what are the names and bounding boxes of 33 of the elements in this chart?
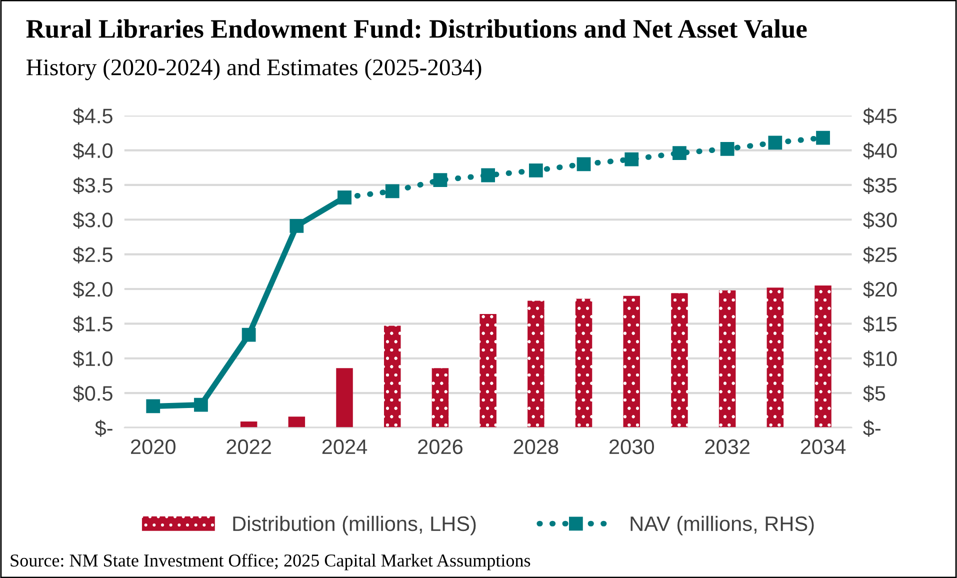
- y2-tick-label: $35: [863, 177, 897, 194]
- chart-subtitle: History (2020-2024) and Estimates (2025-2034): [26, 58, 482, 80]
- x-tick-label: 2028: [514, 439, 558, 454]
- source-note: Source: NM State Investment Office; 2025 Capital Market Assumptions: [10, 554, 530, 570]
- y2-tick-label: $-: [863, 420, 880, 437]
- y-tick-label: $1.0: [72, 350, 112, 368]
- y2-tick-label: $40: [863, 142, 897, 160]
- y-tick-label: $3.5: [72, 177, 112, 194]
- y-tick-label: $0.5: [72, 385, 112, 402]
- y-tick-label: $4.0: [72, 142, 112, 160]
- x-tick-label: 2030: [610, 439, 654, 454]
- y-tick-label: $4.5: [72, 108, 112, 125]
- x-tick-label: 2026: [418, 439, 462, 454]
- legend-label: NAV (millions, RHS): [630, 516, 814, 536]
- y2-tick-label: $10: [863, 350, 897, 368]
- x-tick-label: 2022: [226, 439, 271, 454]
- y2-tick-label: $5: [863, 385, 886, 402]
- x-tick-label: 2032: [705, 439, 750, 454]
- y2-tick-label: $20: [863, 281, 897, 298]
- y2-tick-label: $30: [863, 212, 897, 229]
- x-tick-label: 2020: [131, 439, 176, 454]
- y-tick-label: $3.0: [72, 212, 112, 229]
- x-tick-label: 2034: [800, 439, 846, 454]
- y-tick-label: $2.0: [72, 281, 112, 298]
- y-tick-label: $2.5: [72, 246, 112, 264]
- y2-tick-label: $25: [863, 246, 897, 264]
- y2-tick-label: $45: [863, 108, 897, 125]
- x-tick-label: 2024: [322, 439, 368, 454]
- chart-title: Rural Libraries Endowment Fund: Distributions and Net Asset Value: [26, 19, 807, 38]
- legend-label: Distribution (millions, LHS): [233, 516, 476, 536]
- y-tick-label: $-: [95, 420, 112, 437]
- y2-tick-label: $15: [863, 316, 897, 333]
- y-tick-label: $1.5: [72, 316, 112, 333]
